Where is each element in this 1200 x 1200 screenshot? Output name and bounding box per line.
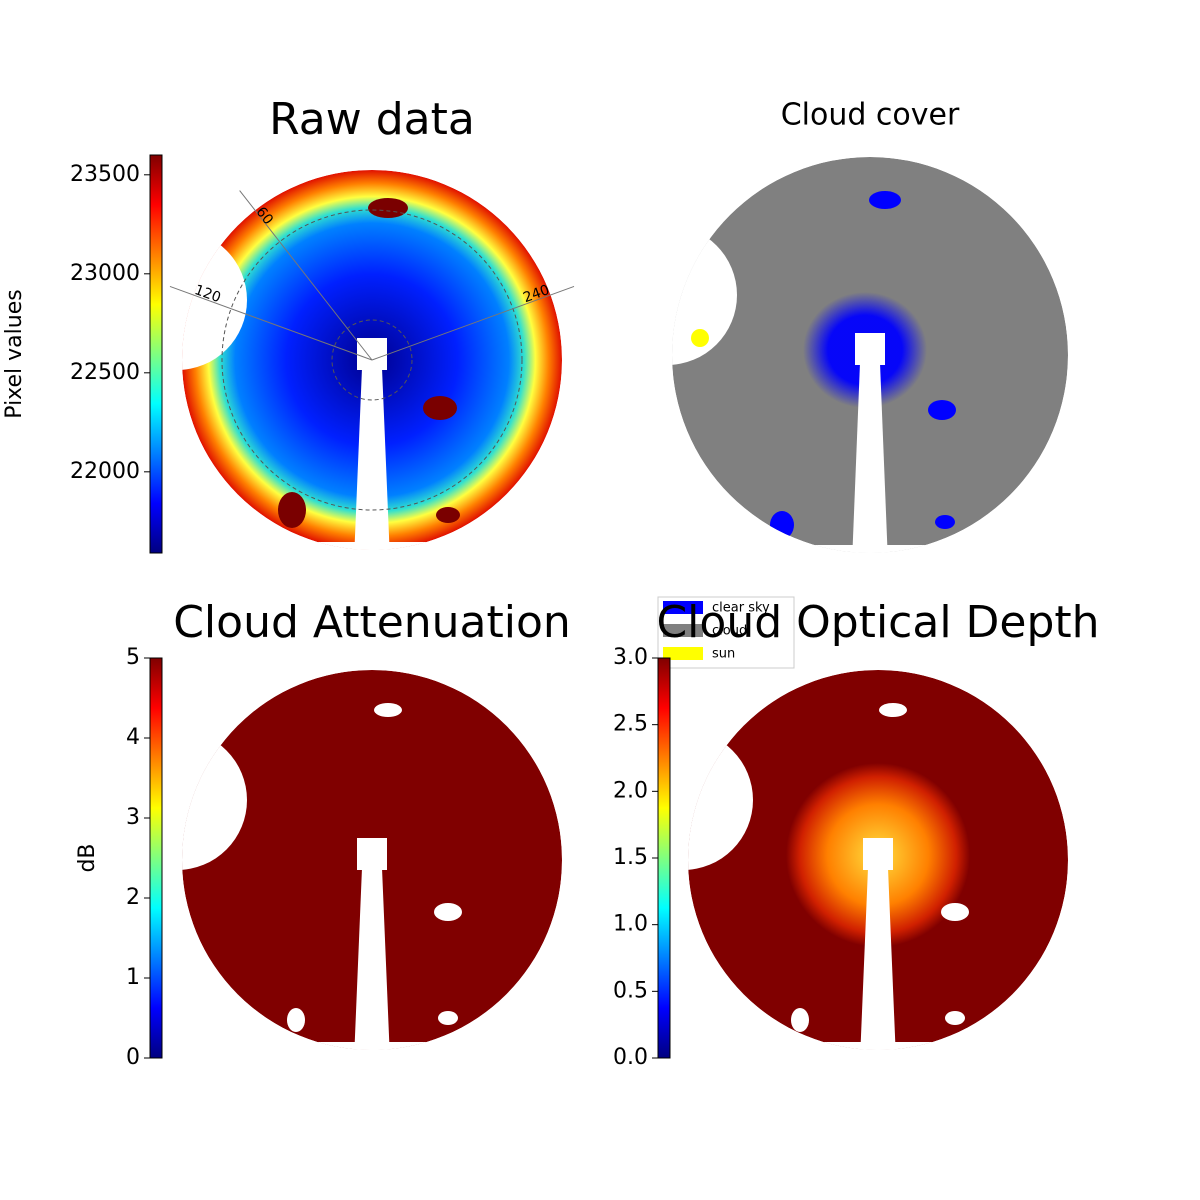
cloud-patch bbox=[879, 703, 907, 717]
cloud-patch bbox=[869, 191, 901, 209]
legend-label: clear sky bbox=[712, 601, 770, 616]
colorbar bbox=[657, 657, 671, 1059]
camera-mast bbox=[354, 368, 390, 550]
sky-image bbox=[672, 157, 1068, 553]
legend-swatch bbox=[663, 601, 703, 614]
camera-mast bbox=[860, 868, 896, 1050]
sun-marker bbox=[691, 329, 709, 347]
legend-label: sun bbox=[712, 647, 735, 662]
cloud-patch bbox=[941, 903, 969, 921]
cloud-patch bbox=[438, 1011, 458, 1025]
colorbar-tick-label: 0.0 bbox=[613, 1045, 648, 1070]
colorbar-tick-label: 5 bbox=[126, 645, 140, 670]
sky-image bbox=[182, 170, 562, 550]
camera-mast-head bbox=[357, 838, 387, 870]
camera-mast-head bbox=[863, 838, 893, 870]
colorbar-tick-label: 22000 bbox=[70, 459, 140, 484]
colorbar-tick-label: 22500 bbox=[70, 360, 140, 385]
colorbar-tick-label: 23000 bbox=[70, 261, 140, 286]
panel-title: Cloud Optical Depth bbox=[656, 597, 1099, 648]
legend-swatch bbox=[663, 647, 703, 660]
colorbar-tick-label: 1 bbox=[126, 965, 140, 990]
cloud-patch bbox=[287, 1008, 305, 1032]
polar-ring bbox=[221, 209, 523, 511]
colorbar-tick-label: 1.0 bbox=[613, 912, 648, 937]
horizon-obstruction bbox=[688, 730, 753, 870]
colorbar bbox=[149, 657, 163, 1059]
colorbar-label: Pixel values bbox=[2, 289, 27, 418]
colorbar-tick-label: 4 bbox=[126, 725, 140, 750]
cloud-patch bbox=[935, 515, 955, 529]
legend-label: cloud bbox=[712, 624, 747, 639]
panel-title: Cloud Attenuation bbox=[173, 597, 571, 648]
camera-mast-head bbox=[855, 333, 885, 365]
camera-mast bbox=[354, 868, 390, 1050]
colorbar-tick-label: 3.0 bbox=[613, 645, 648, 670]
colorbar bbox=[149, 154, 163, 554]
cloud-patch bbox=[423, 396, 457, 420]
polar-spoke bbox=[371, 285, 575, 361]
sky-image bbox=[688, 670, 1068, 1050]
panel-title: Cloud cover bbox=[781, 98, 960, 133]
cloud-patch bbox=[945, 1011, 965, 1025]
cloud-patch bbox=[368, 198, 408, 218]
cloud-patch bbox=[434, 903, 462, 921]
legend-swatch bbox=[663, 624, 703, 637]
legend: clear sky cloud sun bbox=[657, 596, 795, 669]
colorbar-tick-label: 1.5 bbox=[613, 845, 648, 870]
colorbar-tick-label: 2.5 bbox=[613, 712, 648, 737]
colorbar-tick-label: 2.0 bbox=[613, 778, 648, 803]
cloud-patch bbox=[928, 400, 956, 420]
sky-image bbox=[182, 670, 562, 1050]
polar-spoke bbox=[239, 190, 373, 361]
colorbar-tick-label: 0.5 bbox=[613, 978, 648, 1003]
cloud-patch bbox=[770, 511, 794, 539]
polar-spoke bbox=[169, 285, 373, 361]
colorbar-tick-label: 3 bbox=[126, 805, 140, 830]
cloud-patch bbox=[374, 703, 402, 717]
cloud-patch bbox=[278, 492, 306, 528]
horizon-obstruction bbox=[182, 730, 247, 870]
horizon-obstruction bbox=[672, 225, 737, 365]
polar-ring bbox=[331, 319, 413, 401]
colorbar-label: dB bbox=[75, 843, 100, 872]
colorbar-tick-label: 2 bbox=[126, 885, 140, 910]
colorbar-tick-label: 23500 bbox=[70, 162, 140, 187]
camera-mast bbox=[852, 363, 888, 553]
camera-mast-head bbox=[357, 338, 387, 370]
panel-title: Raw data bbox=[269, 94, 475, 145]
cloud-patch bbox=[436, 507, 460, 523]
cloud-patch bbox=[791, 1008, 809, 1032]
colorbar-tick-label: 0 bbox=[126, 1045, 140, 1070]
horizon-obstruction bbox=[182, 230, 247, 370]
